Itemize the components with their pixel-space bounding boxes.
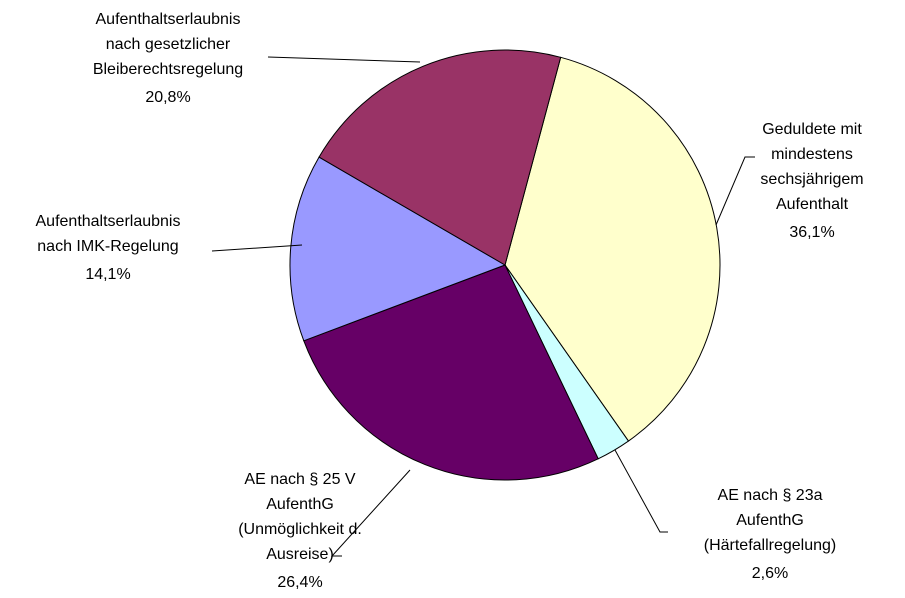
slice-label: nach gesetzlicher [106,36,231,53]
pie-slice [504,56,721,442]
slice-label: Ausreise) [266,546,334,563]
slice-label: sechsjährigem [760,171,863,188]
slice-label: Bleiberechtsregelung [93,61,243,78]
slice-label: Geduldete mit [762,121,862,138]
slice-label: (Unmöglichkeit d. [238,521,362,538]
leader-line [211,244,303,252]
slice-label: Aufenthaltserlaubnis [36,213,181,230]
pie-slice [303,264,599,481]
leader-line [715,156,755,226]
value-label: 26,4% [277,574,322,591]
slice-label: AE nach § 25 V [244,471,356,488]
value-label: 36,1% [789,224,834,241]
slice-label: nach IMK-Regelung [37,238,178,255]
slice-label: AufenthG [736,512,804,529]
slice-label: AE nach § 23a [718,487,823,504]
pie-slice [318,49,562,266]
leader-line [267,56,421,63]
slice-label: (Härtefallregelung) [704,537,837,554]
value-label: 14,1% [85,266,130,283]
leader-line [614,449,668,533]
slice-label: mindestens [771,146,853,163]
slice-label: AufenthG [266,496,334,513]
leader-line [330,469,411,557]
slice-label: Aufenthaltserlaubnis [96,11,241,28]
value-label: 2,6% [752,565,788,582]
slice-label: Aufenthalt [776,196,849,213]
value-label: 20,8% [145,89,190,106]
pie-slice [289,156,507,342]
